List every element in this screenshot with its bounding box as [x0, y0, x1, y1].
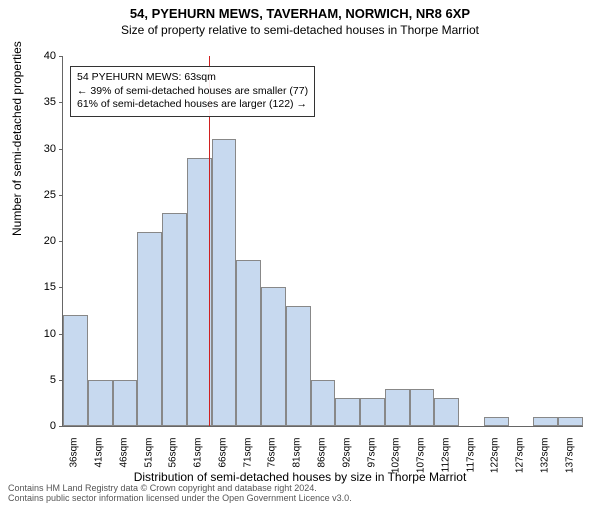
y-tick-label: 5: [0, 374, 56, 386]
y-tick-label: 40: [0, 50, 56, 62]
histogram-bar: [63, 315, 88, 426]
y-axis-label: Number of semi-detached properties: [10, 41, 24, 236]
histogram-bar: [335, 398, 360, 426]
title-sub: Size of property relative to semi-detach…: [0, 23, 600, 37]
annotation-box: 54 PYEHURN MEWS: 63sqm ← 39% of semi-det…: [70, 66, 315, 117]
x-tick-label: 81sqm: [292, 438, 303, 478]
x-tick-label: 117sqm: [465, 438, 476, 478]
histogram-bar: [434, 398, 459, 426]
footer-line-2: Contains public sector information licen…: [8, 494, 352, 504]
x-tick-label: 61sqm: [193, 438, 204, 478]
x-tick-label: 102sqm: [391, 438, 402, 478]
x-tick-label: 66sqm: [217, 438, 228, 478]
annotation-line-3: 61% of semi-detached houses are larger (…: [77, 98, 308, 112]
histogram-bar: [360, 398, 385, 426]
y-tick-label: 20: [0, 235, 56, 247]
y-tick-label: 10: [0, 328, 56, 340]
histogram-bar: [88, 380, 113, 426]
x-tick-label: 127sqm: [515, 438, 526, 478]
histogram-bar: [558, 417, 583, 426]
x-tick-label: 51sqm: [143, 438, 154, 478]
x-tick-label: 112sqm: [440, 438, 451, 478]
histogram-bar: [385, 389, 410, 426]
y-tick-label: 35: [0, 96, 56, 108]
annotation-line-1: 54 PYEHURN MEWS: 63sqm: [77, 71, 308, 85]
histogram-bar: [410, 389, 435, 426]
x-tick-label: 56sqm: [168, 438, 179, 478]
x-tick-label: 71sqm: [242, 438, 253, 478]
x-tick-label: 137sqm: [564, 438, 575, 478]
x-tick-label: 122sqm: [490, 438, 501, 478]
histogram-bar: [311, 380, 336, 426]
x-tick-label: 132sqm: [539, 438, 550, 478]
histogram-bar: [113, 380, 138, 426]
histogram-bar: [286, 306, 311, 426]
x-tick-label: 92sqm: [341, 438, 352, 478]
x-tick-label: 46sqm: [118, 438, 129, 478]
x-tick-label: 36sqm: [69, 438, 80, 478]
histogram-bar: [212, 139, 237, 426]
histogram-bar: [533, 417, 558, 426]
histogram-bar: [484, 417, 509, 426]
y-tick-label: 30: [0, 143, 56, 155]
y-tick-label: 0: [0, 420, 56, 432]
footer-attribution: Contains HM Land Registry data © Crown c…: [8, 484, 352, 504]
x-tick-label: 41sqm: [94, 438, 105, 478]
y-tick-label: 15: [0, 281, 56, 293]
x-tick-label: 107sqm: [416, 438, 427, 478]
histogram-bar: [162, 213, 187, 426]
histogram-bar: [236, 260, 261, 427]
histogram-bar: [261, 287, 286, 426]
x-tick-label: 76sqm: [267, 438, 278, 478]
x-tick-label: 97sqm: [366, 438, 377, 478]
histogram-bar: [187, 158, 212, 426]
x-tick-label: 86sqm: [317, 438, 328, 478]
annotation-line-2: ← 39% of semi-detached houses are smalle…: [77, 85, 308, 99]
histogram-bar: [137, 232, 162, 426]
title-main: 54, PYEHURN MEWS, TAVERHAM, NORWICH, NR8…: [0, 6, 600, 21]
y-tick-label: 25: [0, 189, 56, 201]
